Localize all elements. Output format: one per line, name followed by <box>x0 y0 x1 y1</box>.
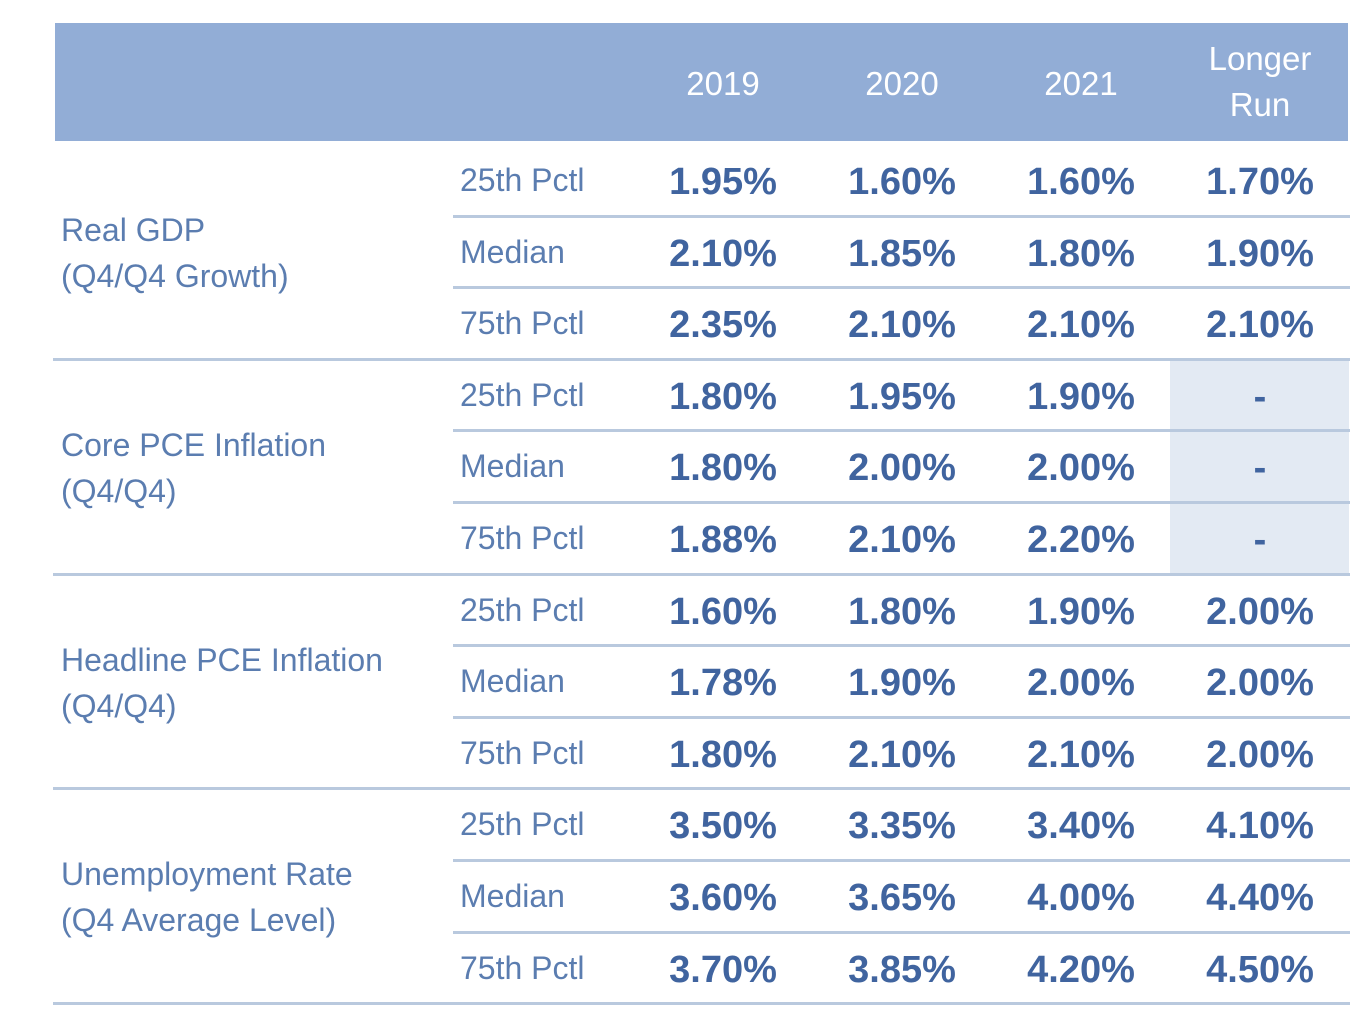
value-cell-2019: 2.10% <box>669 232 777 275</box>
row-label-75th-pctl: 75th Pctl <box>460 734 585 771</box>
empty-cell-bg <box>1170 504 1349 575</box>
value-cell-2019: 3.70% <box>669 948 777 991</box>
value-cell-2020: 3.85% <box>848 948 956 991</box>
value-cell-longer-run: 1.90% <box>1206 232 1314 275</box>
group-divider <box>53 357 1350 361</box>
group-divider <box>53 787 1350 791</box>
value-cell-2019: 3.50% <box>669 805 777 848</box>
value-cell-longer-run: 2.10% <box>1206 304 1314 347</box>
header-longer-run-line2: Run <box>1229 86 1291 123</box>
value-cell-longer-run: 2.00% <box>1206 662 1314 705</box>
value-cell-2019: 1.88% <box>669 519 777 561</box>
value-cell-2020: 1.85% <box>848 232 956 275</box>
value-cell-2020: 1.90% <box>848 662 956 705</box>
value-cell-2019: 1.95% <box>669 161 777 203</box>
header-2021: 2021 <box>1044 65 1118 102</box>
row-divider <box>453 214 1350 218</box>
row-divider <box>453 715 1350 719</box>
value-cell-2021: 1.60% <box>1027 161 1135 203</box>
row-divider <box>453 286 1350 290</box>
value-cell-2019: 1.80% <box>669 447 777 490</box>
empty-cell-bg <box>1170 360 1349 432</box>
group-subtitle-headline-pce-inflation: (Q4/Q4) <box>61 687 177 724</box>
value-cell-2019: 3.60% <box>669 877 777 919</box>
value-cell-2021: 1.90% <box>1027 375 1135 418</box>
row-label-75th-pctl: 75th Pctl <box>460 520 585 556</box>
value-cell-2021: 2.10% <box>1027 304 1135 347</box>
row-divider <box>453 930 1350 934</box>
value-cell-longer-run: 4.40% <box>1206 877 1314 919</box>
header-longer-run-line1: Longer <box>1208 40 1312 77</box>
row-label-median: Median <box>460 663 565 700</box>
group-subtitle-unemployment-rate: (Q4 Average Level) <box>61 902 337 939</box>
value-cell-longer-run: - <box>1253 519 1267 561</box>
group-title-headline-pce-inflation: Headline PCE Inflation <box>61 641 383 678</box>
value-cell-2019: 1.80% <box>669 733 777 776</box>
value-cell-2020: 1.60% <box>848 161 956 203</box>
row-label-25th-pctl: 25th Pctl <box>460 162 585 198</box>
value-cell-2020: 2.10% <box>848 733 956 776</box>
row-label-median: Median <box>460 233 565 270</box>
header-2019: 2019 <box>686 65 760 102</box>
group-divider <box>53 572 1350 576</box>
value-cell-2020: 3.35% <box>848 805 956 848</box>
value-cell-2021: 2.00% <box>1027 662 1135 705</box>
group-title-core-pce-inflation: Core PCE Inflation <box>61 426 327 463</box>
value-cell-2020: 1.80% <box>848 590 956 633</box>
value-cell-2020: 2.00% <box>848 447 956 490</box>
value-cell-2019: 1.78% <box>669 662 777 705</box>
value-cell-2020: 2.10% <box>848 304 956 347</box>
group-subtitle-core-pce-inflation: (Q4/Q4) <box>61 472 177 509</box>
value-cell-longer-run: 4.50% <box>1206 948 1314 991</box>
value-cell-2020: 1.95% <box>848 375 956 418</box>
value-cell-2021: 4.00% <box>1027 877 1135 919</box>
row-divider <box>453 501 1350 504</box>
value-cell-2019: 2.35% <box>669 304 777 347</box>
row-label-25th-pctl: 25th Pctl <box>460 591 585 628</box>
value-cell-longer-run: 1.70% <box>1206 161 1314 203</box>
value-cell-longer-run: 2.00% <box>1206 733 1314 776</box>
value-cell-2021: 4.20% <box>1027 948 1135 991</box>
row-label-75th-pctl: 75th Pctl <box>460 305 585 342</box>
row-label-25th-pctl: 25th Pctl <box>460 376 585 413</box>
value-cell-2021: 1.90% <box>1027 590 1135 633</box>
row-label-25th-pctl: 25th Pctl <box>460 806 585 843</box>
value-cell-longer-run: 4.10% <box>1206 805 1314 848</box>
value-cell-2019: 1.60% <box>669 590 777 633</box>
header-2020: 2020 <box>865 65 939 102</box>
value-cell-longer-run: - <box>1253 375 1267 418</box>
value-cell-2020: 2.10% <box>848 519 956 561</box>
group-subtitle-real-gdp: (Q4/Q4 Growth) <box>61 258 289 294</box>
value-cell-longer-run: 2.00% <box>1206 590 1314 633</box>
empty-cell-bg <box>1170 432 1349 503</box>
value-cell-2021: 2.10% <box>1027 733 1135 776</box>
row-divider <box>453 859 1350 862</box>
group-title-unemployment-rate: Unemployment Rate <box>61 856 353 893</box>
row-label-median: Median <box>460 448 565 485</box>
group-title-real-gdp: Real GDP <box>61 212 206 248</box>
value-cell-2021: 2.20% <box>1027 519 1135 561</box>
row-divider <box>453 429 1350 433</box>
row-label-median: Median <box>460 878 565 914</box>
group-divider <box>53 1002 1350 1006</box>
value-cell-longer-run: - <box>1253 447 1267 490</box>
value-cell-2019: 1.80% <box>669 375 777 418</box>
table-header <box>55 23 1348 141</box>
value-cell-2021: 3.40% <box>1027 805 1135 848</box>
value-cell-2021: 1.80% <box>1027 232 1135 275</box>
row-divider <box>453 644 1350 648</box>
value-cell-2020: 3.65% <box>848 877 956 919</box>
value-cell-2021: 2.00% <box>1027 447 1135 490</box>
row-label-75th-pctl: 75th Pctl <box>460 949 585 986</box>
